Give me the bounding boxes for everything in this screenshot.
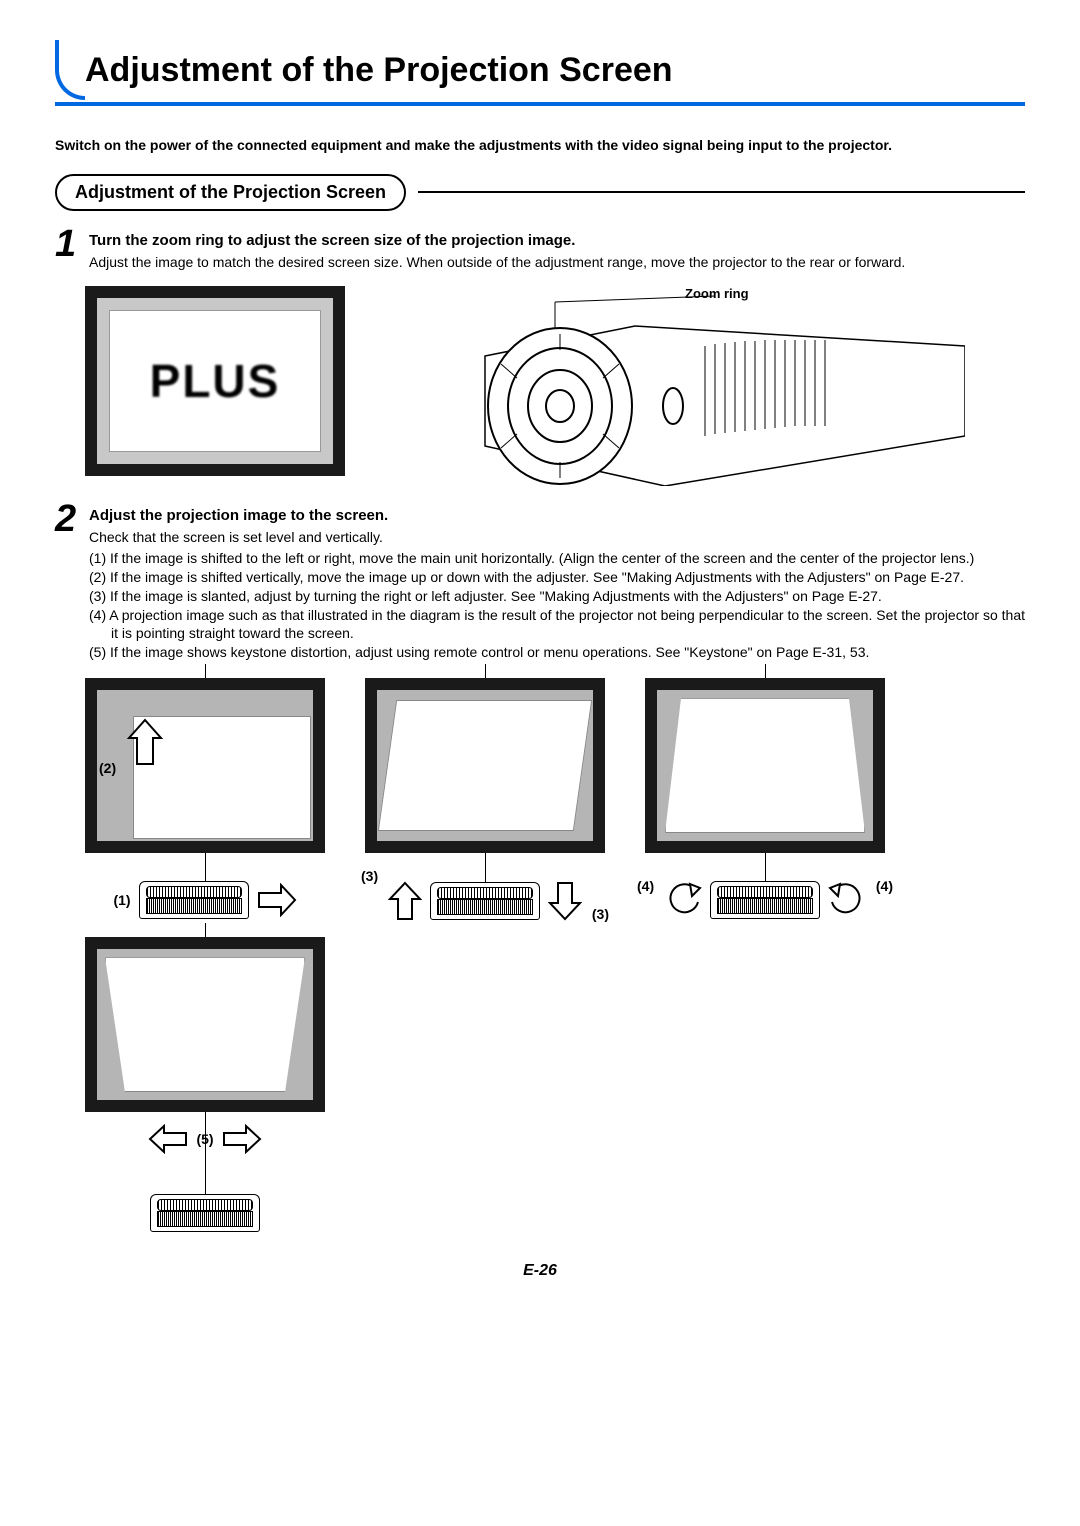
label-3b: (3) [592,906,609,922]
step-2-item-1: (1) If the image is shifted to the left … [89,549,1025,568]
proj-row-4 [645,881,885,919]
step-1-heading: Turn the zoom ring to adjust the screen … [89,231,1025,251]
arrow-down-icon [548,881,582,921]
label-4a: (4) [637,878,654,894]
screen-diagram-3 [365,678,605,853]
figure-row-2: (2) (1) (3) (3) (4) [85,678,1025,921]
step-2-body: Adjust the projection image to the scree… [89,498,1025,662]
arrow-up-icon [125,718,165,768]
label-2: (2) [99,760,116,776]
fig-col-3: (3) (3) [365,678,605,921]
step-2: 2 Adjust the projection image to the scr… [55,498,1025,662]
screen-diagram-1 [85,678,325,853]
plus-screen-figure: PLUS [85,286,345,476]
projector-icon [139,881,249,919]
projector-icon [710,881,820,919]
label-3a: (3) [361,868,378,884]
fig-col-1: (2) (1) [85,678,325,919]
zoom-ring-label: Zoom ring [685,286,749,301]
label-4b: (4) [876,878,893,894]
projector-zoom-svg [405,286,965,486]
arrow-right-icon [222,1124,262,1154]
step-1-desc: Adjust the image to match the desired sc… [89,253,1025,272]
step-2-desc: Check that the screen is set level and v… [89,528,1025,547]
arrow-right-icon [257,883,297,917]
arrow-up-icon [388,881,422,921]
step-1: 1 Turn the zoom ring to adjust the scree… [55,223,1025,272]
title-underline [55,102,1025,106]
fig-col-4: (4) (4) [645,678,885,919]
title-corner-decoration [55,40,85,100]
step-2-list: (1) If the image is shifted to the left … [89,549,1025,662]
figure-row-1: PLUS Zoom ring [85,286,1025,486]
step-number-2: 2 [55,498,89,662]
step-2-heading: Adjust the projection image to the scree… [89,506,1025,526]
proj-row-5 [85,1194,325,1232]
projector-icon [430,882,540,920]
page-header: Adjustment of the Projection Screen [55,40,1025,96]
section-heading: Adjustment of the Projection Screen [55,174,406,211]
zoom-ring-figure: Zoom ring [405,286,965,486]
label-1: (1) [113,892,130,908]
intro-text: Switch on the power of the connected equ… [55,136,1025,156]
page-title: Adjustment of the Projection Screen [85,51,673,96]
step-2-item-3: (3) If the image is slanted, adjust by t… [89,587,1025,606]
section-heading-row: Adjustment of the Projection Screen [55,174,1025,211]
page-footer: E-26 [55,1262,1025,1280]
step-2-item-5: (5) If the image shows keystone distorti… [89,643,1025,662]
step-number-1: 1 [55,223,89,272]
plus-brand-text: PLUS [150,354,281,408]
rotate-right-icon [828,882,864,918]
step-1-body: Turn the zoom ring to adjust the screen … [89,223,1025,272]
screen-diagram-5 [85,937,325,1112]
proj-row-1: (1) [85,881,325,919]
section-rule [418,191,1025,193]
arrow-left-icon [148,1124,188,1154]
fig-col-5: (5) [85,937,325,1232]
step-2-item-2: (2) If the image is shifted vertically, … [89,568,1025,587]
screen-diagram-4 [645,678,885,853]
rotate-left-icon [666,882,702,918]
step-2-item-4: (4) A projection image such as that illu… [89,606,1025,644]
projector-icon [150,1194,260,1232]
proj-row-3 [365,881,605,921]
